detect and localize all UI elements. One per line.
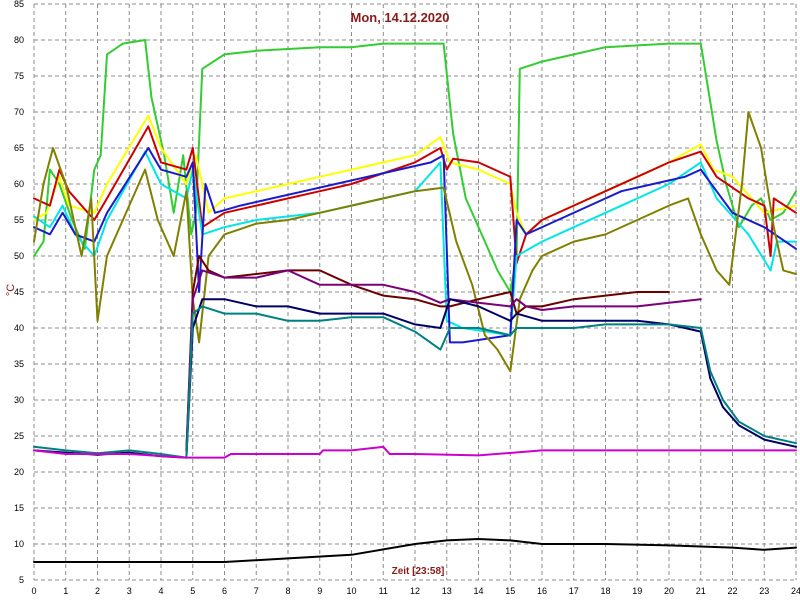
x-axis-label: Zeit [23:58] — [392, 566, 445, 577]
y-tick-label: 50 — [14, 251, 24, 261]
x-tick-label: 11 — [379, 586, 388, 596]
x-tick-label: 18 — [600, 586, 610, 596]
y-tick-label: 60 — [14, 179, 24, 189]
x-tick-label: 15 — [505, 586, 515, 596]
x-tick-label: 19 — [632, 586, 642, 596]
x-tick-label: 17 — [569, 586, 579, 596]
series-line-1 — [33, 39, 797, 293]
x-tick-label: 24 — [791, 586, 800, 596]
x-tick-label: 23 — [759, 586, 769, 596]
x-tick-label: 0 — [31, 586, 36, 596]
x-tick-label: 3 — [127, 586, 132, 596]
series-line-5 — [33, 147, 797, 344]
x-tick-label: 7 — [254, 586, 259, 596]
x-tick-label: 12 — [410, 586, 420, 596]
x-tick-label: 1 — [63, 586, 68, 596]
x-tick-label: 9 — [317, 586, 322, 596]
y-tick-label: 55 — [14, 215, 24, 225]
x-tick-label: 2 — [95, 586, 100, 596]
x-tick-label: 13 — [442, 586, 452, 596]
x-tick-label: 10 — [346, 586, 356, 596]
x-tick-label: 4 — [158, 586, 163, 596]
y-tick-label: 75 — [14, 71, 24, 81]
y-tick-label: 85 — [14, 0, 24, 9]
y-tick-label: 5 — [19, 575, 24, 585]
x-axis-ticks: 0 1 2 3 4 5 6 7 8 9 10 11 12 13 14 15 16 17 18 19 20 21 22 23 24 — [31, 586, 800, 596]
y-tick-label: 40 — [14, 323, 24, 333]
y-tick-label: 35 — [14, 359, 24, 369]
y-tick-label: 45 — [14, 287, 24, 297]
x-tick-label: 14 — [473, 586, 483, 596]
series-line-11 — [33, 445, 797, 459]
series-line-7 — [185, 255, 670, 452]
x-tick-label: 21 — [696, 586, 706, 596]
y-axis-label: °C — [5, 284, 17, 296]
y-tick-label: 25 — [14, 431, 24, 441]
y-tick-label: 30 — [14, 395, 24, 405]
y-tick-label: 10 — [14, 539, 24, 549]
y-tick-label: 20 — [14, 467, 24, 477]
series-line-3 — [33, 125, 797, 265]
x-tick-label: 22 — [727, 586, 737, 596]
chart-title: Mon, 14.12.2020 — [351, 10, 450, 25]
x-tick-label: 6 — [222, 586, 227, 596]
series-lines — [33, 39, 797, 563]
x-tick-label: 8 — [285, 586, 290, 596]
y-tick-label: 15 — [14, 503, 24, 513]
y-tick-label: 80 — [14, 35, 24, 45]
x-tick-label: 16 — [537, 586, 547, 596]
y-axis-ticks: 5 10 15 20 25 30 35 40 45 50 55 60 65 70 75 80 85 — [14, 0, 24, 585]
y-tick-label: 70 — [14, 107, 24, 117]
x-tick-label: 20 — [664, 586, 674, 596]
series-line-12 — [33, 538, 797, 563]
series-line-8 — [185, 269, 702, 452]
x-tick-label: 5 — [190, 586, 195, 596]
y-tick-label: 65 — [14, 143, 24, 153]
series-line-6 — [33, 111, 797, 373]
